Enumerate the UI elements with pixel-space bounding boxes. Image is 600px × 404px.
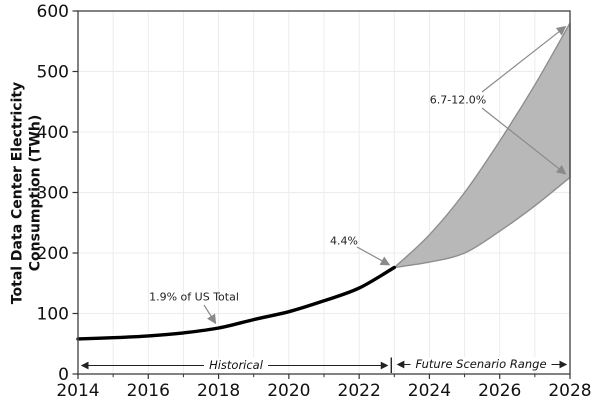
- future-scenario-band: [393, 22, 571, 269]
- historical-line: [76, 265, 396, 341]
- y-tick-label: 500: [37, 63, 69, 83]
- x-tick-label: 2018: [197, 381, 240, 401]
- annotation-arrows: [203, 25, 567, 325]
- annotation-4-4-percent: 4.4%: [330, 234, 358, 248]
- annotation-arrow-pct-2028: [481, 25, 567, 93]
- x-tick-label: 2028: [548, 381, 591, 401]
- annotation-1-9-percent: 1.9% of US Total: [149, 290, 239, 304]
- x-tick-label: 2020: [267, 381, 310, 401]
- annotation-6-7-12-percent: 6.7-12.0%: [429, 93, 487, 107]
- x-tick-label: 2022: [338, 381, 381, 401]
- axes-ticks: [72, 10, 571, 379]
- y-tick-label: 100: [37, 305, 69, 325]
- y-axis-title-line1: Total Data Center Electricity: [9, 81, 26, 305]
- y-tick-label: 200: [37, 244, 69, 264]
- annotation-arrow-pct-2023: [356, 246, 391, 266]
- y-tick-label: 0: [58, 365, 69, 385]
- y-axis-title: Total Data Center Electricity Consumptio…: [10, 82, 45, 304]
- y-axis-title-line2: Consumption (TWh): [27, 114, 43, 272]
- historical-span-label: Historical: [204, 358, 268, 372]
- x-tick-label: 2026: [478, 381, 521, 401]
- x-tick-label: 2016: [127, 381, 170, 401]
- x-tick-label: 2014: [56, 381, 99, 401]
- tick-labels: 2014 2016 2018 2020 2022 2024 2026 2028 0 100 200 3…: [37, 2, 592, 401]
- future-span-label: Future Scenario Range: [410, 357, 552, 371]
- x-tick-label: 2024: [408, 381, 451, 401]
- y-tick-label: 300: [37, 184, 69, 204]
- annotation-arrow-pct-2018: [203, 304, 217, 325]
- y-tick-label: 600: [37, 2, 69, 22]
- y-tick-label: 400: [37, 123, 69, 143]
- annotation-arrow-pct-2028: [481, 107, 567, 175]
